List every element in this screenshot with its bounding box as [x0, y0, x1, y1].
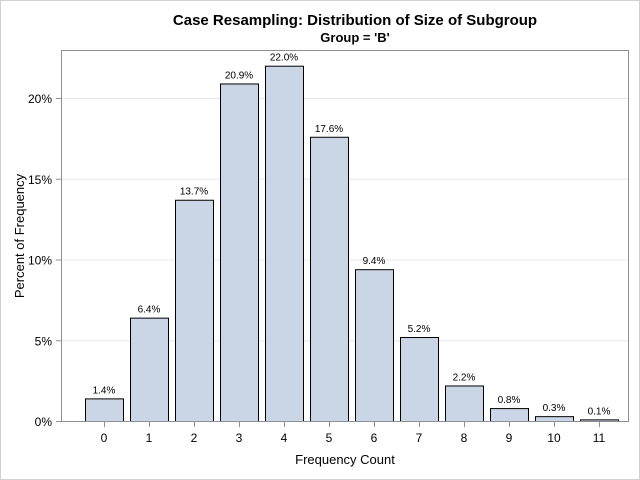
y-tick-label: 20% [28, 92, 52, 106]
x-tick-label: 10 [547, 431, 561, 445]
y-tick-label: 5% [35, 334, 53, 348]
y-tick-label: 10% [28, 254, 52, 268]
bar-0 [85, 398, 124, 423]
chart-title: Case Resampling: Distribution of Size of… [173, 12, 537, 29]
data-label: 0.8% [498, 395, 521, 406]
bar-3 [220, 83, 259, 422]
data-label: 13.7% [180, 187, 208, 198]
data-label: 0.1% [588, 406, 611, 417]
x-axis-label: Frequency Count [295, 452, 395, 467]
x-tick-label: 1 [146, 431, 153, 445]
x-tick-label: 4 [281, 431, 288, 445]
x-tick-label: 2 [191, 431, 198, 445]
data-label: 6.4% [138, 305, 161, 316]
plot-area-border [61, 50, 629, 422]
bar-7 [400, 337, 439, 422]
x-tick-label: 3 [236, 431, 243, 445]
x-tick-label: 8 [461, 431, 468, 445]
x-tick-label: 11 [593, 431, 606, 445]
bar-4 [265, 65, 304, 422]
data-label: 9.4% [363, 256, 386, 267]
y-tick-label: 15% [28, 173, 52, 187]
data-label: 5.2% [408, 324, 431, 335]
y-axis-label: Percent of Frequency [12, 173, 27, 298]
data-label: 22.0% [270, 53, 298, 64]
y-tick-label: 0% [35, 415, 53, 429]
x-tick-label: 7 [416, 431, 423, 445]
bar-10 [535, 416, 574, 422]
chart-subtitle: Group = 'B' [320, 30, 389, 45]
bar-6 [355, 269, 394, 422]
data-label: 2.2% [453, 372, 476, 383]
x-tick-label: 6 [371, 431, 378, 445]
bar-2 [175, 199, 214, 422]
data-label: 20.9% [225, 70, 253, 81]
x-tick-label: 9 [506, 431, 513, 445]
bar-1 [130, 317, 169, 423]
bar-9 [490, 408, 529, 422]
data-label: 1.4% [93, 385, 116, 396]
bar-8 [445, 385, 484, 422]
data-label: 0.3% [543, 403, 566, 414]
x-tick-label: 0 [101, 431, 108, 445]
data-label: 17.6% [315, 124, 343, 135]
x-tick-label: 5 [326, 431, 333, 445]
bar-5 [310, 136, 349, 422]
